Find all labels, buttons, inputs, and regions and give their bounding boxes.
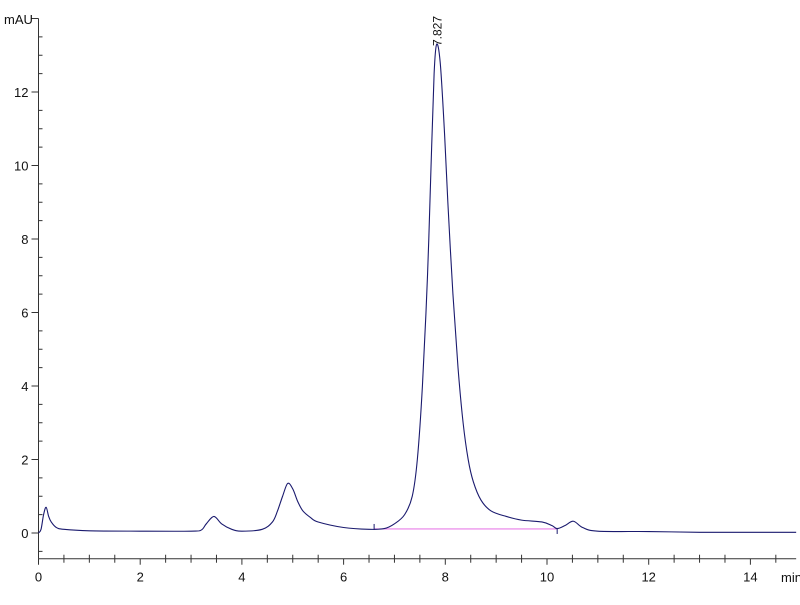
x-tick-label: 6 <box>340 570 347 585</box>
x-tick-label: 14 <box>743 570 757 585</box>
y-axis-label: mAU <box>4 12 33 27</box>
x-axis-label: min <box>781 570 800 585</box>
peak-label: 7.827 <box>431 16 445 46</box>
y-tick-label: 4 <box>21 379 28 394</box>
chromatogram-trace <box>38 43 797 534</box>
x-tick-label: 2 <box>137 570 144 585</box>
y-tick-label: 2 <box>21 453 28 468</box>
x-tick-label: 4 <box>238 570 245 585</box>
x-tick-label: 8 <box>442 570 449 585</box>
x-tick-label: 0 <box>35 570 42 585</box>
y-tick-label: 8 <box>21 232 28 247</box>
x-tick-label: 10 <box>540 570 554 585</box>
x-tick-label: 12 <box>641 570 655 585</box>
plot-area: 7.827 <box>38 16 797 534</box>
y-tick-label: 12 <box>14 85 28 100</box>
axes: 0 2 4 6 8 10 12 0 2 4 6 8 10 12 14 <box>14 18 797 585</box>
y-tick-label: 0 <box>21 526 28 541</box>
y-tick-label: 10 <box>14 159 28 174</box>
y-tick-label: 6 <box>21 306 28 321</box>
